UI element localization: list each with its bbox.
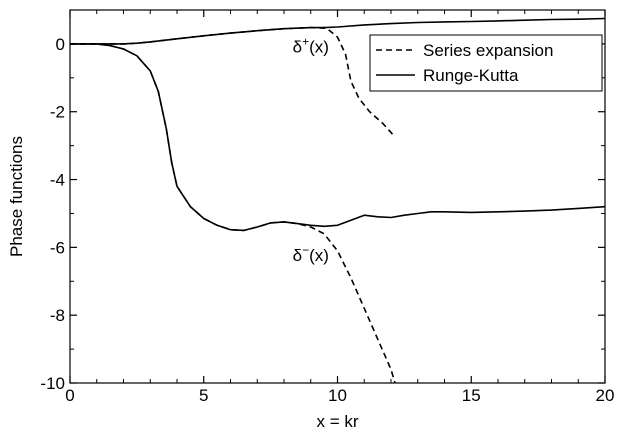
legend: Series expansion Runge-Kutta	[369, 34, 603, 92]
series-line-1-dashed	[70, 26, 395, 137]
delta-label-1: δ−(x)	[293, 243, 329, 265]
y-tick-label: 0	[56, 35, 65, 54]
delta-symbol: δ	[293, 37, 302, 56]
x-tick-label: 10	[328, 386, 347, 405]
delta-symbol: δ	[293, 246, 302, 265]
y-tick-label: -4	[50, 171, 65, 190]
delta-label-0: δ+(x)	[293, 34, 329, 56]
y-tick-label: -6	[50, 238, 65, 257]
legend-label-series-expansion: Series expansion	[423, 41, 553, 60]
x-axis-label: x = kr	[316, 412, 358, 431]
ticks-layer: 0 5 10 15 20 0 -2 -4 -6 -8 -10	[40, 9, 615, 405]
annotation-layer: δ+(x)δ−(x)	[293, 34, 329, 265]
y-tick-label: -8	[50, 306, 65, 325]
delta-argument: (x)	[309, 37, 329, 56]
series-line-3-dashed	[70, 43, 396, 384]
y-axis-label: Phase functions	[7, 136, 26, 257]
x-tick-label: 15	[462, 386, 481, 405]
x-tick-label: 20	[596, 386, 615, 405]
delta-superscript: +	[302, 34, 309, 48]
x-tick-label: 0	[65, 386, 74, 405]
delta-argument: (x)	[309, 246, 329, 265]
y-tick-label: -10	[40, 374, 65, 393]
delta-superscript: −	[302, 243, 309, 257]
legend-label-runge-kutta: Runge-Kutta	[423, 66, 519, 85]
x-tick-label: 5	[199, 386, 208, 405]
legend-box	[369, 34, 603, 92]
series-layer	[70, 17, 606, 384]
y-tick-label: -2	[50, 103, 65, 122]
